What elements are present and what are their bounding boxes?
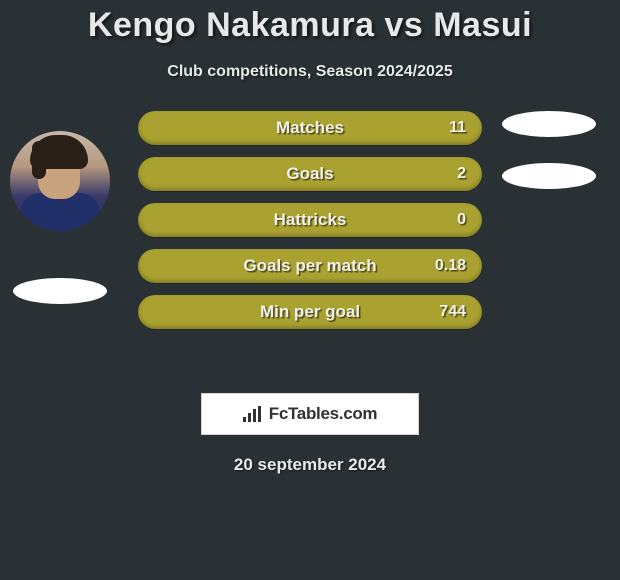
stat-label: Goals per match bbox=[243, 256, 376, 276]
content-area: Matches 11 Goals 2 Hattricks 0 Goals per… bbox=[0, 111, 620, 371]
stat-label: Matches bbox=[276, 118, 344, 138]
stat-value: 744 bbox=[439, 303, 466, 321]
stat-bars: Matches 11 Goals 2 Hattricks 0 Goals per… bbox=[138, 111, 482, 341]
stat-value: 0.18 bbox=[435, 257, 466, 275]
stat-label: Min per goal bbox=[260, 302, 360, 322]
stat-bar-min-per-goal: Min per goal 744 bbox=[138, 295, 482, 329]
stat-bar-goals: Goals 2 bbox=[138, 157, 482, 191]
page-title: Kengo Nakamura vs Masui bbox=[0, 6, 620, 45]
stat-value: 0 bbox=[457, 211, 466, 229]
stat-value: 11 bbox=[449, 119, 466, 137]
root: Kengo Nakamura vs Masui Club competition… bbox=[0, 0, 620, 475]
player-left-column bbox=[0, 111, 130, 371]
player1-avatar bbox=[10, 131, 110, 231]
player2-oval-2 bbox=[502, 163, 596, 189]
subtitle: Club competitions, Season 2024/2025 bbox=[0, 63, 620, 81]
stat-label: Hattricks bbox=[274, 210, 347, 230]
stat-bar-matches: Matches 11 bbox=[138, 111, 482, 145]
date-text: 20 september 2024 bbox=[0, 455, 620, 475]
player1-name-oval bbox=[13, 278, 107, 304]
bar-chart-icon bbox=[243, 406, 265, 422]
stat-value: 2 bbox=[457, 165, 466, 183]
player-right-column bbox=[494, 111, 614, 331]
stat-label: Goals bbox=[286, 164, 333, 184]
brand-badge[interactable]: FcTables.com bbox=[201, 393, 419, 435]
player2-oval-1 bbox=[502, 111, 596, 137]
stat-bar-hattricks: Hattricks 0 bbox=[138, 203, 482, 237]
stat-bar-goals-per-match: Goals per match 0.18 bbox=[138, 249, 482, 283]
brand-text: FcTables.com bbox=[269, 404, 378, 424]
